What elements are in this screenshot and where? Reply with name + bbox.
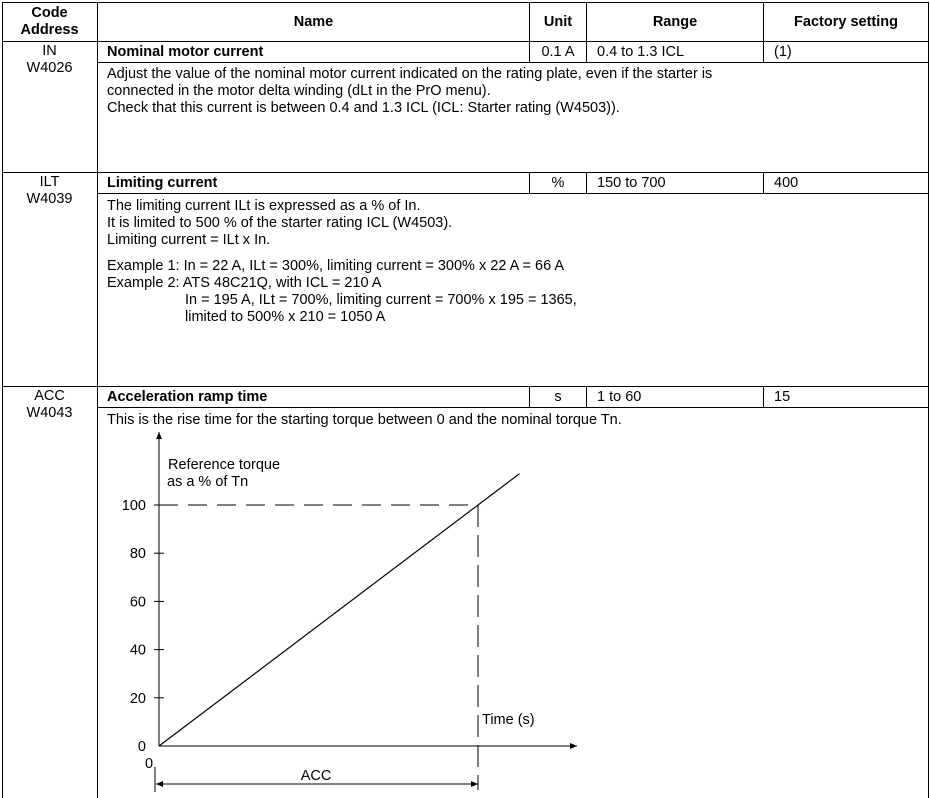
header-name: Name	[293, 14, 334, 30]
row2-example-line: Example 1: In = 22 A, ILt = 300%, limiti…	[107, 258, 565, 274]
table-left-border	[2, 2, 3, 798]
col-name-separator	[529, 2, 530, 62]
header-address: Address	[20, 22, 79, 38]
header-code: Code	[31, 5, 68, 21]
row1-address: W4026	[26, 60, 73, 76]
row3-unit: s	[554, 389, 562, 405]
cell-sep	[529, 386, 530, 407]
table-top-border	[2, 2, 929, 3]
header-bottom-border	[2, 41, 929, 42]
cell-sep	[529, 172, 530, 193]
header-range: Range	[652, 14, 698, 30]
row3-factory: 15	[774, 389, 791, 405]
acc-dimension-label: ACC	[301, 768, 332, 784]
cell-sep	[586, 172, 587, 193]
row2-desc-line: Limiting current = ILt x In.	[107, 232, 271, 248]
row1-desc-line: Check that this current is between 0.4 a…	[107, 100, 620, 116]
row3-range: 1 to 60	[597, 389, 642, 405]
cell-sep	[586, 386, 587, 407]
row2-bottom	[2, 386, 929, 387]
row1-code: IN	[42, 43, 57, 59]
y-tick-label: 80	[130, 546, 146, 562]
row2-example-line: limited to 500% x 210 = 1050 A	[185, 309, 386, 325]
row2-name-bottom	[97, 193, 929, 194]
row2-desc-line: It is limited to 500 % of the starter ra…	[107, 215, 453, 231]
row3-address: W4043	[26, 405, 73, 421]
ramp-series-line	[158, 473, 520, 747]
row2-name: Limiting current	[107, 175, 218, 191]
row2-factory: 400	[774, 175, 799, 191]
header-unit: Unit	[543, 14, 573, 30]
row1-factory: (1)	[774, 44, 792, 60]
cell-sep	[763, 386, 764, 407]
y-axis-title: as a % of Tn	[167, 474, 248, 490]
row1-name: Nominal motor current	[107, 44, 264, 60]
col-unit-separator	[586, 2, 587, 62]
y-axis-title: Reference torque	[168, 457, 280, 473]
row3-desc-line: This is the rise time for the starting t…	[107, 412, 622, 428]
row2-range: 150 to 700	[597, 175, 666, 191]
row1-unit: 0.1 A	[541, 44, 575, 60]
row2-address: W4039	[26, 191, 73, 207]
y-tick-label: 20	[130, 691, 146, 707]
row1-desc-line: Adjust the value of the nominal motor cu…	[107, 66, 713, 82]
table-right-border-lower	[928, 386, 929, 798]
y-tick-label: 60	[130, 594, 146, 610]
col-range-separator	[763, 2, 764, 62]
row3-name: Acceleration ramp time	[107, 389, 268, 405]
row2-code: ILT	[39, 174, 60, 190]
header-factory-setting: Factory setting	[794, 14, 898, 30]
cell-sep	[763, 172, 764, 193]
table-right-border	[928, 2, 929, 386]
row3-code: ACC	[34, 388, 65, 404]
row3-name-bottom	[97, 407, 929, 408]
col-code-separator	[97, 2, 98, 798]
x-origin-label: 0	[145, 756, 153, 772]
y-tick-label: 0	[138, 739, 146, 755]
y-tick-label: 100	[122, 498, 146, 514]
row2-example-line: Example 2: ATS 48C21Q, with ICL = 210 A	[107, 275, 382, 291]
x-axis-title: Time (s)	[482, 712, 535, 728]
row1-bottom	[2, 172, 929, 173]
row1-desc-line: connected in the motor delta winding (dL…	[107, 83, 491, 99]
row2-example-line: In = 195 A, ILt = 700%, limiting current…	[185, 292, 577, 308]
y-tick-label: 40	[130, 643, 146, 659]
row2-unit: %	[551, 175, 565, 191]
row2-desc-line: The limiting current ILt is expressed as…	[107, 198, 421, 214]
row1-range: 0.4 to 1.3 ICL	[597, 44, 685, 60]
row1-name-bottom	[97, 62, 929, 63]
